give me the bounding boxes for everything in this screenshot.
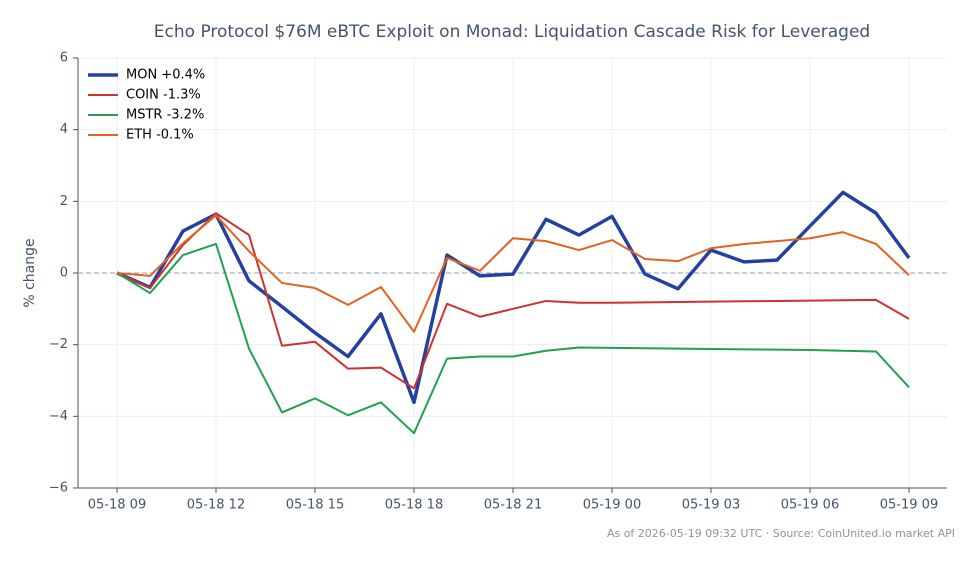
x-tick-label: 05-18 21 [484, 498, 542, 513]
legend-label: COIN -1.3% [126, 88, 201, 103]
y-axis-label: % change [22, 238, 38, 307]
x-tick-label: 05-18 15 [286, 498, 344, 513]
x-tick-label: 05-19 09 [880, 498, 938, 513]
x-tick-label: 05-19 00 [583, 498, 641, 513]
x-tick-label: 05-18 09 [88, 498, 146, 513]
x-tick-label: 05-18 12 [187, 498, 245, 513]
y-tick-label: 2 [60, 194, 68, 209]
x-tick-label: 05-19 03 [682, 498, 740, 513]
series-line [116, 214, 910, 333]
series-line [116, 242, 910, 435]
legend-label: MON +0.4% [126, 68, 205, 83]
y-tick-label: −6 [49, 481, 68, 496]
y-tick-label: 4 [60, 122, 68, 137]
y-tick-label: −4 [49, 409, 68, 424]
legend-label: ETH -0.1% [126, 128, 194, 143]
chart-title: Echo Protocol $76M eBTC Exploit on Monad… [154, 22, 870, 42]
legend-label: MSTR -3.2% [126, 108, 204, 123]
series-line [116, 212, 910, 390]
y-tick-label: 0 [60, 266, 68, 281]
x-tick-label: 05-19 06 [781, 498, 839, 513]
y-tick-label: −2 [49, 337, 68, 352]
y-tick-label: 6 [60, 51, 68, 66]
series-line [116, 190, 911, 405]
footer: As of 2026-05-19 09:32 UTC · Source: Coi… [607, 527, 955, 540]
x-tick-label: 05-18 18 [385, 498, 443, 513]
